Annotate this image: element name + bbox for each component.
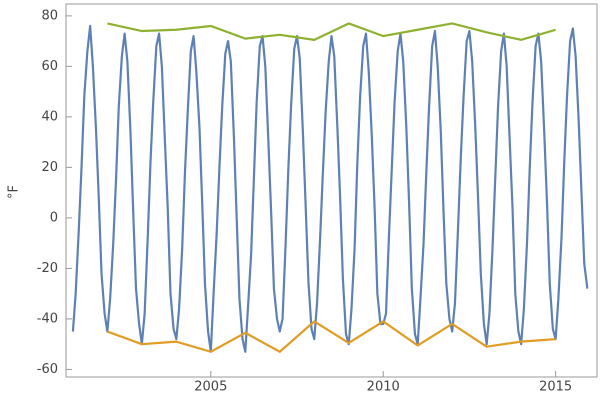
series-line: [71, 24, 589, 353]
x-tick-label: 2015: [539, 380, 572, 395]
y-tick-label: 80: [41, 8, 58, 23]
y-tick-label: 60: [41, 59, 58, 74]
series-line: [107, 320, 556, 353]
y-tick-label: -40: [37, 311, 58, 326]
y-axis-label: °F: [7, 185, 22, 199]
y-tick-label: 20: [41, 160, 58, 175]
y-tick-label: 40: [41, 109, 58, 124]
plot-frame: [65, 3, 598, 378]
x-tick-label: 2005: [194, 380, 227, 395]
x-tick-label: 2010: [367, 380, 400, 395]
y-tick-label: -60: [37, 362, 58, 377]
y-tick-label: -20: [37, 261, 58, 276]
y-tick-label: 0: [50, 210, 58, 225]
series-line: [107, 22, 556, 41]
